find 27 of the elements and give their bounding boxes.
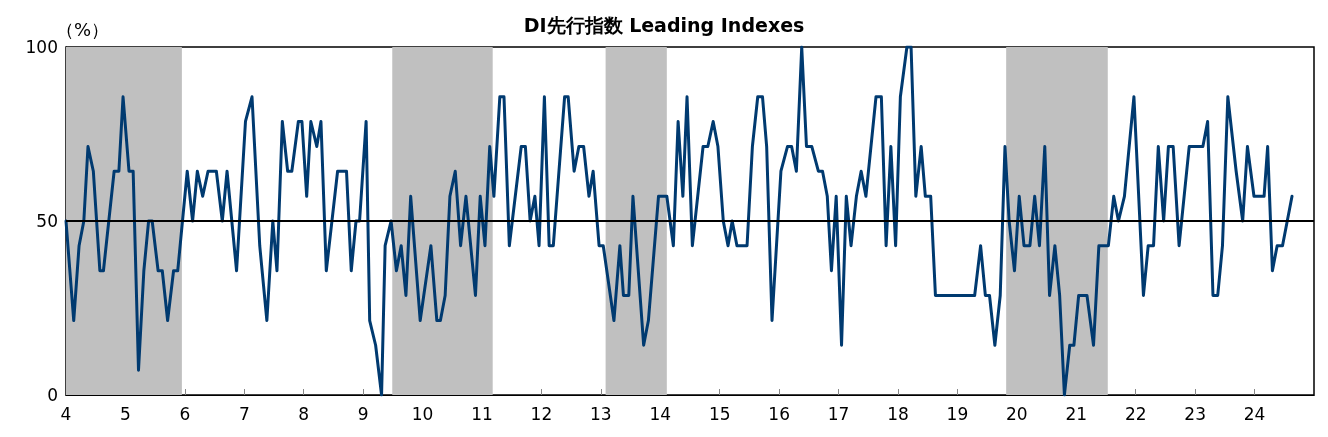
x-tick-label: 4	[60, 403, 72, 424]
x-tick-label: 20	[1006, 403, 1028, 424]
x-tick-label: 9	[357, 403, 369, 424]
x-tick-label: 18	[887, 403, 909, 424]
x-tick-label: 22	[1124, 403, 1147, 424]
x-tick-label: 24	[1243, 403, 1266, 424]
x-tick-label: 23	[1184, 403, 1206, 424]
chart-title: DI先行指数 Leading Indexes	[523, 13, 805, 36]
line-series	[64, 45, 1294, 397]
x-tick-label: 14	[649, 403, 672, 424]
y-tick-label: 0	[47, 385, 58, 405]
x-tick-label: 5	[120, 403, 131, 424]
x-tick-label: 13	[590, 403, 612, 424]
y-axis-title: （%）	[56, 19, 110, 41]
x-tick-label: 19	[946, 403, 969, 424]
x-tick-label: 10	[411, 403, 434, 424]
x-tick-label: 21	[1065, 403, 1088, 424]
x-tick-label: 16	[768, 403, 790, 424]
x-tick-label: 15	[708, 403, 731, 424]
x-tick-label: 17	[827, 403, 850, 424]
x-tick-label: 12	[530, 403, 553, 424]
x-tick-label: 7	[238, 403, 250, 424]
x-tick-label: 6	[179, 403, 191, 424]
x-tick-label: 8	[298, 403, 310, 424]
x-tick-label: 11	[471, 403, 493, 424]
y-tick-label: 50	[36, 211, 58, 231]
y-tick-label: 100	[25, 37, 58, 57]
